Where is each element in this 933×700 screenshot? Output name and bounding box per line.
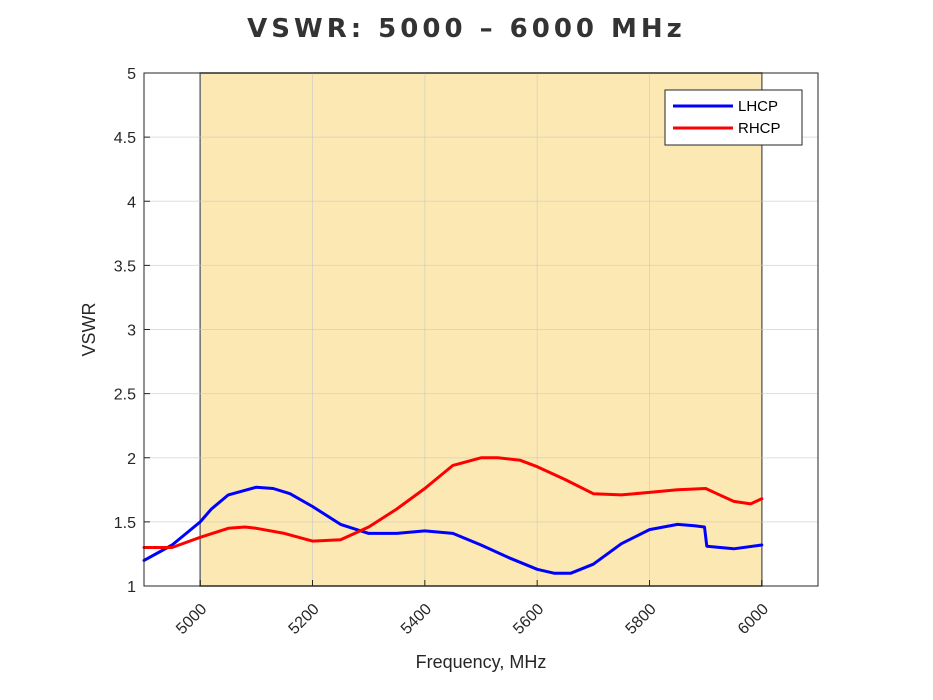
x-tick-label: 5800 [623,601,660,638]
y-tick-label: 2 [127,451,136,468]
legend-label-rhcp: RHCP [738,120,781,137]
chart-title: VSWR: 5000 – 6000 MHz [247,14,686,44]
x-tick-label: 5200 [286,601,323,638]
y-tick-label: 3.5 [114,258,136,275]
plot-border [143,72,819,587]
x-axis-label: Frequency, MHz [416,652,547,672]
y-tick-label: 2.5 [114,387,136,404]
x-tick-label: 5600 [510,601,547,638]
y-tick-label: 4.5 [114,130,136,147]
x-tick-label: 5400 [398,601,435,638]
y-tick-label: 4 [127,194,136,211]
y-tick-label: 5 [127,66,136,83]
x-tick-label: 5000 [173,601,210,638]
series-lines [142,456,764,575]
legend-box [664,89,803,146]
x-tick-labels: 5000 5200 5400 5600 5800 6000 [173,601,772,638]
series-line-rhcp [142,456,764,549]
legend: LHCP RHCP [664,89,803,146]
legend-label-lhcp: LHCP [738,98,778,115]
y-tick-labels: 1 1.5 2 2.5 3 3.5 4 4.5 5 [114,66,136,596]
series-line-lhcp [142,485,764,575]
y-axis-label: VSWR [79,302,99,356]
x-tick-label: 6000 [735,601,772,638]
y-tick-label: 1 [127,579,136,596]
y-tick-label: 1.5 [114,515,136,532]
y-tick-label: 3 [127,323,136,340]
